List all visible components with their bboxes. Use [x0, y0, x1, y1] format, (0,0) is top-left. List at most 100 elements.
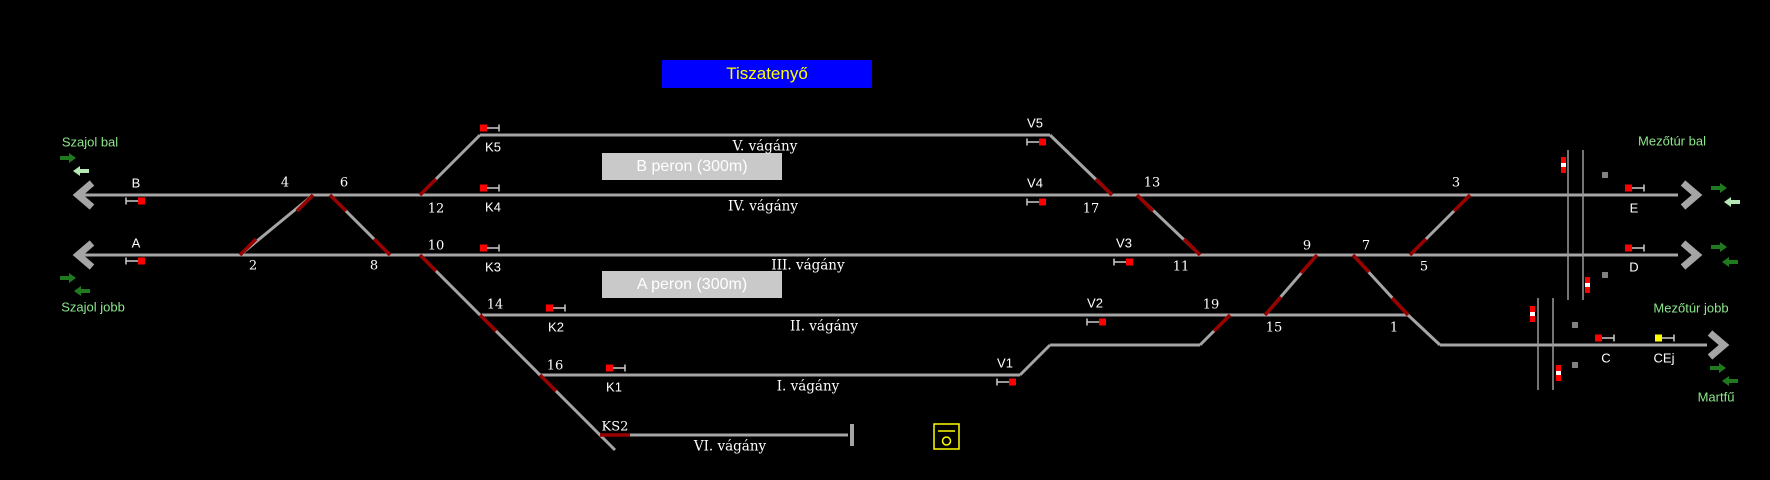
switch-11-label[interactable]: 11	[1172, 259, 1190, 275]
direction-arrow-right[interactable]	[1710, 363, 1726, 373]
crossing-sensor-marker	[1602, 272, 1608, 278]
crossing-barrier-indicator-gap	[1556, 371, 1561, 375]
signal-K5-icon[interactable]	[480, 124, 487, 132]
crossing-sensor-marker	[1572, 322, 1578, 328]
switch-17-label[interactable]: 17	[1082, 201, 1100, 217]
platform-a-label: A peron (300m)	[602, 271, 782, 298]
track-end-arrow-left	[72, 240, 95, 270]
signal-V2-icon[interactable]	[1099, 318, 1106, 326]
adjacent-station-szajol-jobb: Szajol jobb	[61, 299, 125, 315]
switch-section-red	[238, 237, 258, 257]
direction-arrow-right[interactable]	[60, 273, 76, 283]
switch-section-red	[1390, 296, 1410, 317]
switch-4-label[interactable]: 4	[280, 175, 290, 191]
signal-V3-icon[interactable]	[1126, 258, 1133, 266]
switch-2-label[interactable]: 2	[248, 258, 258, 274]
track-end-arrow-left	[72, 180, 95, 210]
track-label-vi: VI. vágány	[693, 438, 767, 455]
signal-E-label: E	[1629, 200, 1639, 216]
direction-arrow-left[interactable]	[1722, 257, 1738, 267]
switch-6-label[interactable]: 6	[339, 175, 349, 191]
switch-section-red	[1135, 193, 1155, 213]
signal-CEj-label: CEj	[1653, 350, 1675, 366]
direction-arrow-right[interactable]	[60, 153, 76, 163]
signal-K4-icon[interactable]	[480, 184, 487, 192]
switch-15-label[interactable]: 15	[1265, 320, 1283, 336]
direction-arrow-left[interactable]	[74, 286, 90, 296]
switch-section-red	[1263, 295, 1283, 317]
switch-10-label[interactable]: 10	[427, 238, 445, 254]
track-end-arrow-right	[1680, 180, 1703, 210]
track-end-arrow-right	[1680, 240, 1703, 270]
switch-19-label[interactable]: 19	[1202, 297, 1220, 313]
switch-8-label[interactable]: 8	[369, 258, 379, 274]
direction-arrow-left[interactable]	[1722, 376, 1738, 386]
direction-arrow-left[interactable]	[73, 166, 89, 176]
switch-3-label[interactable]: 3	[1451, 175, 1461, 191]
signal-K1-icon[interactable]	[606, 364, 613, 372]
switch-14-label[interactable]: 14	[486, 297, 504, 313]
direction-arrow-left[interactable]	[1724, 197, 1740, 207]
signal-CEj-icon[interactable]	[1655, 334, 1662, 342]
signal-V3-label: V3	[1116, 235, 1132, 251]
crossing-sensor-marker	[1602, 172, 1608, 178]
switch-5-label[interactable]: 5	[1419, 259, 1429, 275]
switch-13-label[interactable]: 13	[1143, 175, 1161, 191]
signal-V5-label: V5	[1027, 115, 1043, 131]
track-label-iii: III. vágány	[771, 257, 845, 274]
track-label-i: I. vágány	[776, 378, 840, 395]
signal-V1-icon[interactable]	[1009, 378, 1016, 386]
track-label-v: V. vágány	[732, 138, 798, 155]
signal-V2-label: V2	[1087, 295, 1103, 311]
switch-section-red	[1299, 253, 1319, 275]
track-label-ii: II. vágány	[790, 318, 858, 335]
direction-arrow-right[interactable]	[1711, 183, 1727, 193]
switch-section-red	[1351, 253, 1371, 274]
local-control-box-dot	[941, 436, 952, 446]
signal-E-icon[interactable]	[1625, 184, 1632, 192]
switch-section-red	[1182, 237, 1202, 257]
switch-section-red	[295, 193, 315, 213]
switch-section-red	[1094, 177, 1114, 197]
station-title: Tiszatenyő	[662, 60, 872, 88]
switch-16-label[interactable]: 16	[546, 358, 564, 374]
switch-section-red	[1212, 313, 1232, 333]
switch-7-label[interactable]: 7	[1361, 238, 1371, 254]
crossing-barrier-indicator-gap	[1561, 163, 1566, 167]
adjacent-station-mezotur-jobb: Mezőtúr jobb	[1653, 300, 1729, 316]
label-ks2[interactable]: KS2	[601, 419, 629, 435]
switch-9-label[interactable]: 9	[1302, 238, 1312, 254]
signal-K1-label: K1	[606, 379, 622, 395]
switch-section-red	[478, 313, 498, 333]
adjacent-station-martfu: Martfű	[1697, 389, 1735, 405]
direction-arrow-right[interactable]	[1711, 242, 1727, 252]
signal-D-icon[interactable]	[1625, 244, 1632, 252]
signal-V5-icon[interactable]	[1039, 138, 1046, 146]
signal-C-icon[interactable]	[1595, 334, 1602, 342]
switch-12-label[interactable]: 12	[427, 201, 445, 217]
switch-section-red	[418, 177, 438, 197]
signal-A-label: A	[131, 235, 141, 251]
switch-section-red	[1408, 237, 1428, 257]
signal-V1-label: V1	[997, 355, 1013, 371]
signal-V4-icon[interactable]	[1039, 198, 1046, 206]
signal-B-icon[interactable]	[138, 197, 145, 205]
signal-B-label: B	[131, 175, 141, 191]
signal-K4-label: K4	[485, 199, 501, 215]
switch-1-label[interactable]: 1	[1389, 320, 1399, 336]
switch-section-red	[328, 193, 348, 213]
crossing-barrier-indicator-gap	[1585, 283, 1590, 287]
signal-K2-icon[interactable]	[546, 304, 553, 312]
signal-K2-label: K2	[548, 319, 564, 335]
adjacent-station-szajol-bal: Szajol bal	[61, 134, 119, 150]
local-control-box-icon[interactable]	[933, 423, 960, 450]
signal-A-icon[interactable]	[138, 257, 145, 265]
platform-b-label: B peron (300m)	[602, 153, 782, 180]
switch-section-red	[418, 253, 438, 273]
track-end-arrow-right	[1707, 330, 1730, 360]
signal-K3-label: K3	[485, 259, 501, 275]
signal-K5-label: K5	[485, 139, 501, 155]
signal-K3-icon[interactable]	[480, 244, 487, 252]
